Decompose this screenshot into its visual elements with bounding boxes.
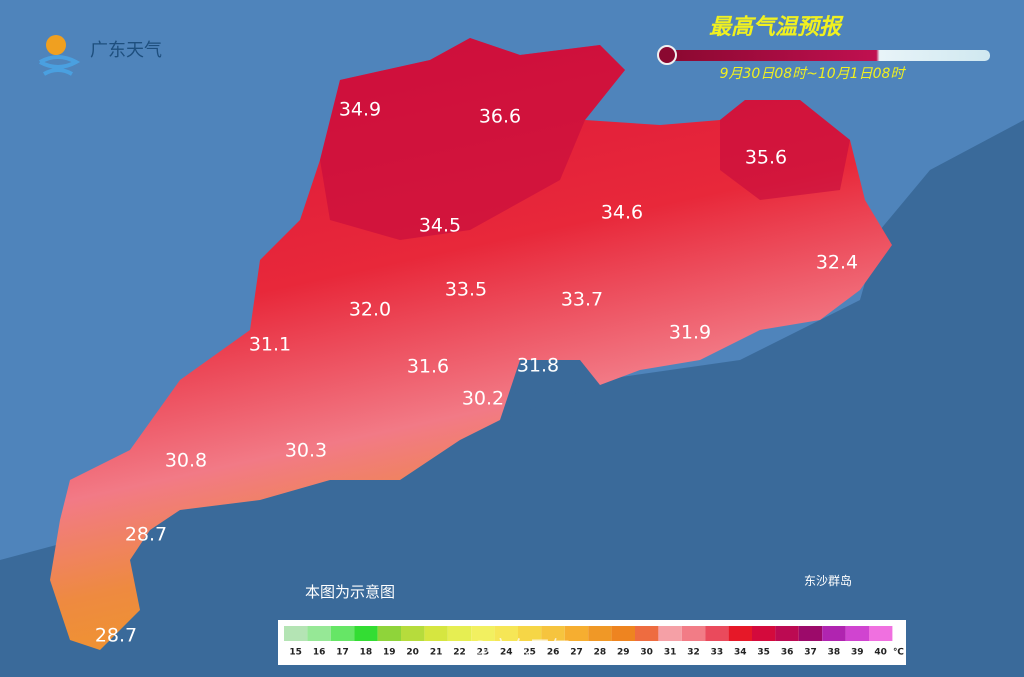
legend-tick: 28 — [594, 648, 607, 658]
legend-tick: 25 — [523, 648, 536, 658]
legend-tick: 22 — [453, 648, 466, 658]
hot-zone — [320, 38, 625, 240]
note: 本图为示意图 — [305, 583, 395, 601]
legend-swatch — [330, 626, 355, 641]
legend-tick: 17 — [336, 648, 349, 658]
legend-tick: 16 — [313, 648, 326, 658]
legend-tick: 30 — [640, 648, 653, 658]
legend-tick: 23 — [477, 648, 490, 658]
legend-swatch — [424, 626, 448, 641]
legend-swatch — [401, 626, 425, 641]
legend-tick: 15 — [289, 648, 302, 658]
legend-swatch — [658, 626, 682, 641]
temp-label: 33.5 — [445, 279, 487, 301]
legend-swatch — [705, 626, 729, 641]
legend-swatch — [284, 626, 308, 641]
legend-tick: 29 — [617, 648, 630, 658]
legend-tick: 34 — [734, 648, 747, 658]
temp-label: 28.7 — [125, 524, 167, 546]
logo-text: 广东天气 — [90, 40, 162, 61]
temp-label: 31.8 — [517, 355, 559, 377]
legend-swatch — [681, 626, 706, 641]
logo-sun — [46, 35, 66, 55]
legend-swatch — [635, 626, 659, 641]
legend-tick: 38 — [828, 648, 841, 658]
watermark: @广东天气 — [470, 636, 570, 660]
legend-tick: 31 — [664, 648, 677, 658]
estuary — [500, 360, 600, 420]
legend-swatch — [564, 626, 589, 641]
legend-swatch — [822, 626, 846, 641]
legend-tick: 24 — [500, 648, 513, 658]
legend-swatch — [518, 626, 542, 641]
legend-swatch — [307, 626, 331, 641]
legend-swatch — [471, 626, 495, 641]
title: 最高气温预报 — [709, 14, 844, 40]
legend: 15 16 17 18 19 20 21 22 23 24 25 26 27 28 29 30 31 32 33 34… — [284, 626, 904, 658]
legend-swatch — [728, 626, 752, 641]
legend-tick: 40 — [874, 648, 887, 658]
legend-swatch — [752, 626, 776, 641]
temp-label: 31.6 — [407, 356, 449, 378]
legend-tick: 36 — [781, 648, 794, 658]
legend-unit: ℃ — [893, 648, 904, 658]
legend-swatch — [377, 626, 401, 641]
temp-label: 30.8 — [165, 450, 207, 472]
temp-label: 33.7 — [561, 289, 603, 311]
legend-tick: 20 — [406, 648, 419, 658]
legend-tick: 18 — [360, 648, 373, 658]
temp-label: 34.9 — [339, 99, 381, 121]
legend-tick: 39 — [851, 648, 864, 658]
legend-swatch — [775, 626, 799, 641]
temp-label: 32.0 — [349, 299, 391, 321]
logo-wave — [39, 55, 81, 76]
land — [50, 38, 892, 650]
temp-label: 31.1 — [249, 334, 291, 356]
legend-swatch — [798, 626, 823, 641]
temp-label: 35.6 — [745, 147, 787, 169]
legend-tick: 21 — [430, 648, 443, 658]
legend-tick: 32 — [687, 648, 700, 658]
legend-tick: 26 — [547, 648, 560, 658]
labels: 34.9 36.6 35.6 34.5 34.6 32.4 33.5 32.0 33.7 31.1… — [95, 99, 858, 647]
temp-label: 30.2 — [462, 388, 504, 410]
legend-swatch — [541, 626, 565, 641]
thermo-bar — [665, 50, 990, 61]
legend-swatch — [845, 626, 869, 641]
thermo-bulb — [657, 45, 677, 65]
temp-label: 28.7 — [95, 625, 137, 647]
temp-label: 32.4 — [816, 252, 858, 274]
legend-tick: 27 — [570, 648, 583, 658]
temp-label: 31.9 — [669, 322, 711, 344]
legend-tick: 19 — [383, 648, 396, 658]
legend-swatch — [494, 626, 518, 641]
temp-label: 34.6 — [601, 202, 643, 224]
legend-swatch — [869, 626, 893, 641]
temp-label: 34.5 — [419, 215, 461, 237]
subtitle: 9月30日08时~10月1日08时 — [720, 66, 907, 82]
legend-swatch — [588, 626, 612, 641]
legend-tick: 35 — [757, 648, 770, 658]
islands: 东沙群岛 — [804, 573, 852, 588]
legend-swatch — [447, 626, 472, 641]
temp-label: 36.6 — [479, 106, 521, 128]
hot-zone — [720, 100, 850, 200]
legend-swatch — [354, 626, 378, 641]
legend-swatch — [611, 626, 635, 641]
legend-tick: 37 — [804, 648, 817, 658]
legend-tick: 33 — [711, 648, 724, 658]
temp-label: 30.3 — [285, 440, 327, 462]
